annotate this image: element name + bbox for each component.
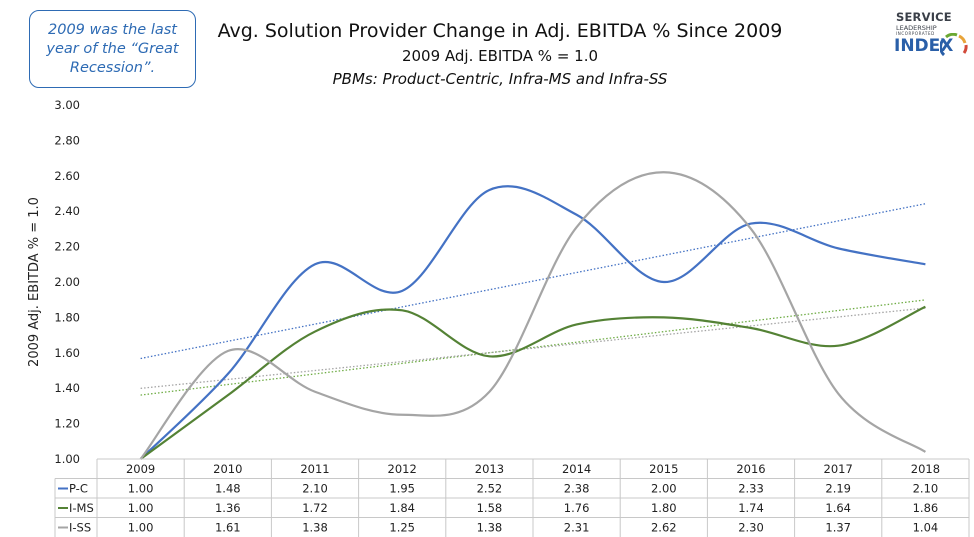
chart-title: Avg. Solution Provider Change in Adj. EB… [217, 20, 783, 42]
callout-line-1: 2009 was the last [48, 22, 177, 38]
y-tick-label: 1.80 [54, 310, 80, 324]
y-tick-label: 2.40 [54, 204, 80, 218]
trendline-i-ss [140, 307, 926, 390]
data-label: 2.00 [651, 482, 677, 496]
trendlines [140, 203, 926, 396]
data-label: 1.00 [128, 521, 154, 535]
y-tick-label: 1.40 [54, 381, 80, 395]
y-tick-label: 3.00 [54, 98, 80, 112]
x-tick-label: 2012 [388, 462, 417, 476]
data-label: 1.95 [389, 482, 415, 496]
great-recession-callout: 2009 was the last year of the “Great Rec… [29, 10, 196, 88]
y-tick-label: 1.60 [54, 346, 80, 360]
logo-line-4: INDEX [894, 36, 954, 56]
logo-line-1: SERVICE [896, 10, 952, 24]
legend-entry: P-C [69, 482, 88, 496]
data-label: 1.72 [302, 501, 328, 515]
logo-line-3: INCORPORATED [896, 31, 935, 36]
y-axis: 1.00 1.20 1.40 1.60 1.80 2.00 2.20 2.40 2.60 2.80… [54, 98, 80, 466]
data-label: 1.25 [389, 521, 415, 535]
x-tick-label: 2018 [911, 462, 940, 476]
data-label: 2.10 [913, 482, 939, 496]
x-tick-label: 2010 [213, 462, 242, 476]
data-label: 2.10 [302, 482, 328, 496]
callout-line-2: year of the “Great [46, 41, 179, 57]
y-tick-label: 1.20 [54, 417, 80, 431]
series-line-i-ss [139, 171, 927, 460]
logo-arc-icon [940, 33, 968, 57]
data-table: 2009 2010 2011 2012 2013 2014 2015 2016 2017 2018… [54, 458, 970, 537]
x-tick-label: 2017 [824, 462, 853, 476]
data-label: 1.48 [215, 482, 241, 496]
y-tick-label: 2.60 [54, 169, 80, 183]
callout-line-3: Recession”. [69, 60, 156, 76]
x-tick-label: 2009 [126, 462, 155, 476]
data-label: 1.61 [215, 521, 241, 535]
logo-line-2: LEADERSHIP [896, 24, 937, 32]
data-label: 1.58 [477, 501, 503, 515]
x-tick-label: 2016 [736, 462, 765, 476]
x-tick-label: 2013 [475, 462, 504, 476]
data-label: 1.04 [913, 521, 939, 535]
y-tick-label: 1.00 [54, 452, 80, 466]
series-lines [139, 171, 927, 460]
data-label: 1.00 [128, 501, 154, 515]
legend-entry: I-SS [69, 521, 91, 535]
data-label: 1.74 [738, 501, 764, 515]
data-label: 1.86 [913, 501, 939, 515]
data-label: 1.38 [302, 521, 328, 535]
series-line-p-c [139, 185, 926, 460]
trendline-p-c [140, 203, 926, 360]
data-label: 1.38 [477, 521, 503, 535]
y-tick-label: 2.20 [54, 240, 80, 254]
x-tick-label: 2014 [562, 462, 591, 476]
data-label: 1.84 [389, 501, 415, 515]
data-label: 2.19 [825, 482, 851, 496]
data-label: 2.30 [738, 521, 764, 535]
data-label: 2.33 [738, 482, 764, 496]
data-label: 1.36 [215, 501, 241, 515]
data-label: 2.31 [564, 521, 590, 535]
data-label: 1.37 [825, 521, 851, 535]
y-axis-label: 2009 Adj. EBITDA % = 1.0 [27, 197, 42, 367]
legend-entry: I-MS [69, 501, 94, 515]
data-label: 2.52 [477, 482, 503, 496]
y-tick-label: 2.80 [54, 133, 80, 147]
x-tick-label: 2011 [300, 462, 329, 476]
service-leadership-index-logo: SERVICE LEADERSHIP INCORPORATED INDEX [892, 10, 970, 60]
data-label: 1.76 [564, 501, 590, 515]
series-line-i-ms [139, 305, 926, 460]
chart-subtitle-pbms: PBMs: Product-Centric, Infra-MS and Infr… [332, 70, 668, 88]
x-tick-label: 2015 [649, 462, 678, 476]
data-label: 2.38 [564, 482, 590, 496]
y-tick-label: 2.00 [54, 275, 80, 289]
data-label: 1.80 [651, 501, 677, 515]
data-label: 1.64 [825, 501, 851, 515]
data-label: 2.62 [651, 521, 677, 535]
trendline-i-ms [140, 299, 926, 396]
chart-subtitle: 2009 Adj. EBITDA % = 1.0 [401, 47, 599, 65]
data-label: 1.00 [128, 482, 154, 496]
